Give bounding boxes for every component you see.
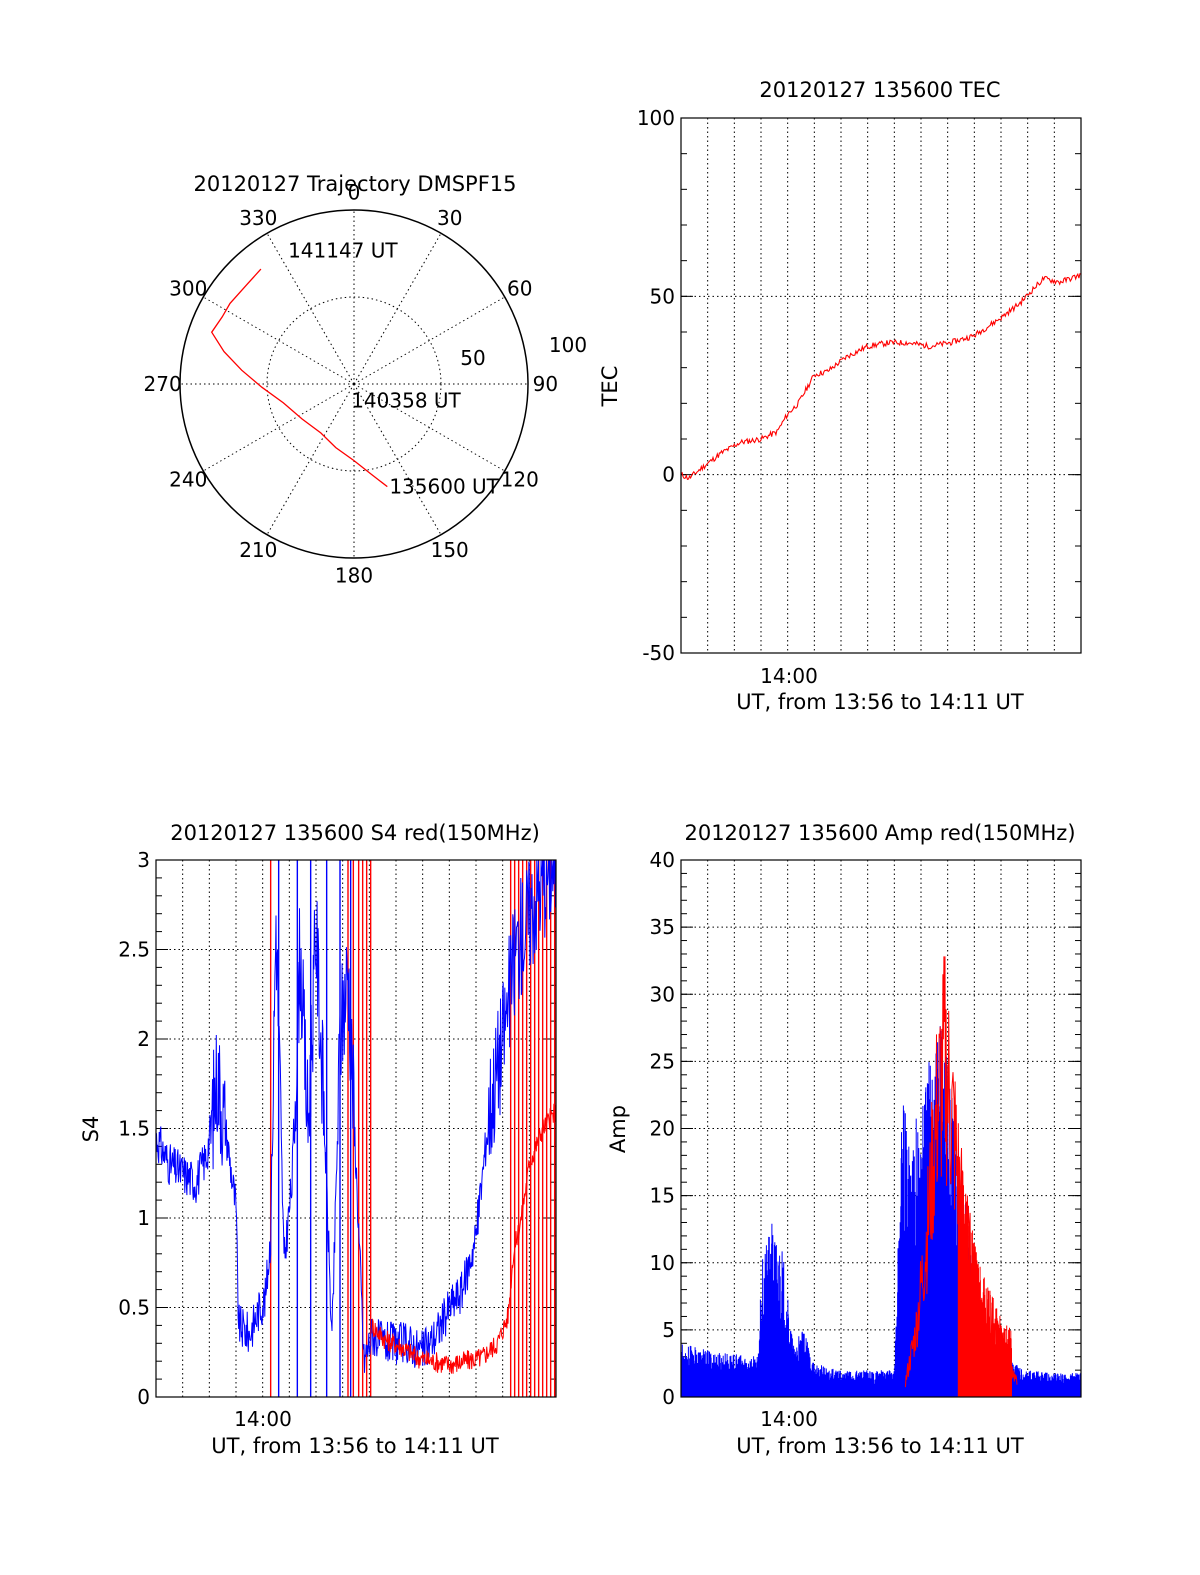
spoke-line: [353, 296, 505, 385]
outer-ring: [179, 209, 529, 559]
s4-x-axis-label: UT, from 13:56 to 14:11 UT: [211, 1434, 499, 1458]
y-tick-label: -50: [642, 641, 675, 665]
tec-x-axis-label: UT, from 13:56 to 14:11 UT: [736, 690, 1024, 714]
amp-y-axis-label: Amp: [606, 1105, 630, 1153]
amp-envelope: [680, 1026, 1082, 1397]
spoke-line: [203, 383, 355, 472]
y-tick-label: 1: [137, 1206, 150, 1230]
tec-series-line: [680, 272, 1081, 480]
amp-x-tick-label: 14:00: [760, 1407, 818, 1431]
azimuth-label: 300: [169, 276, 207, 300]
amp-panel: 20120127 135600 Amp red(150MHz) 0 5 10 15 20…: [606, 821, 1082, 1458]
y-tick-label: 30: [650, 982, 675, 1006]
amp-title: 20120127 135600 Amp red(150MHz): [684, 821, 1075, 845]
s4-series-line: [371, 1102, 557, 1374]
polar-grid: [179, 209, 529, 559]
y-tick-label: 0: [137, 1385, 150, 1409]
tec-y-ticks: -50 0 50 100: [637, 106, 675, 665]
azimuth-label: 90: [533, 372, 558, 396]
y-tick-label: 5: [662, 1318, 675, 1342]
amp-series-line: [904, 956, 1018, 1388]
y-tick-label: 15: [650, 1184, 675, 1208]
tec-grid: [681, 117, 1081, 654]
trajectory-time-labels: 141147 UT 140358 UT 135600 UT: [288, 239, 500, 499]
y-tick-label: 3: [137, 848, 150, 872]
amp-y-ticks: 0 5 10 15 20 25 30 35 40: [650, 848, 675, 1409]
radius-label: 50: [460, 346, 485, 370]
time-label: 140358 UT: [351, 389, 461, 413]
amp-plot-frame: [680, 859, 1082, 1398]
spoke-line: [353, 233, 442, 385]
tec-y-axis-label: TEC: [598, 366, 622, 408]
radius-label: 100: [549, 333, 587, 357]
tec-x-tick-label: 14:00: [760, 664, 818, 688]
spoke-line: [266, 383, 355, 535]
amp-envelope: [957, 1171, 1012, 1397]
amp-grid: [681, 859, 1081, 1398]
y-tick-label: 20: [650, 1117, 675, 1141]
y-tick-label: 10: [650, 1251, 675, 1275]
azimuth-label: 270: [144, 372, 182, 396]
trajectory-panel: 20120127 Trajectory DMSPF15 0 30 60 90 120 15…: [144, 172, 588, 587]
s4-plot-frame: [155, 859, 557, 1398]
s4-title: 20120127 135600 S4 red(150MHz): [170, 821, 540, 845]
s4-y-ticks: 0 0.5 1 1.5 2 2.5 3: [118, 848, 150, 1409]
time-label: 141147 UT: [288, 239, 398, 263]
azimuth-label: 180: [335, 563, 373, 587]
trajectory-line: [210, 268, 388, 488]
tec-plot-frame: [680, 117, 1082, 654]
s4-y-axis-label: S4: [79, 1116, 103, 1143]
time-label: 135600 UT: [389, 475, 499, 499]
azimuth-label: 30: [437, 206, 462, 230]
tec-panel: 20120127 135600 TEC -50 0 50 100 14:00 UT, …: [598, 78, 1082, 714]
y-tick-label: 50: [650, 284, 675, 308]
s4-x-tick-label: 14:00: [234, 1407, 292, 1431]
azimuth-labels: 0 30 60 90 120 150 180 210 240 270 300 330: [144, 181, 559, 588]
spoke-line: [353, 383, 505, 472]
y-tick-label: 40: [650, 848, 675, 872]
y-tick-label: 100: [637, 106, 675, 130]
s4-panel: 20120127 135600 S4 red(150MHz) 0 0.5 1 1.5 2…: [79, 821, 557, 1458]
y-tick-label: 2.5: [118, 938, 150, 962]
azimuth-label: 150: [431, 538, 469, 562]
azimuth-label: 210: [239, 538, 277, 562]
spoke-line: [203, 296, 355, 385]
y-tick-label: 25: [650, 1049, 675, 1073]
spoke-line: [353, 383, 442, 535]
azimuth-label: 120: [501, 468, 539, 492]
tec-series: [680, 272, 1081, 480]
azimuth-label: 0: [348, 181, 361, 205]
trajectory-title: 20120127 Trajectory DMSPF15: [193, 172, 516, 196]
y-tick-label: 0.5: [118, 1296, 150, 1320]
s4-series-line: [155, 859, 557, 1373]
tec-title: 20120127 135600 TEC: [759, 78, 1000, 102]
s4-series: [155, 859, 557, 1397]
azimuth-label: 60: [507, 276, 532, 300]
y-tick-label: 0: [662, 463, 675, 487]
radius-labels: 50 100: [460, 333, 587, 370]
y-tick-label: 35: [650, 915, 675, 939]
y-tick-label: 1.5: [118, 1117, 150, 1141]
y-tick-label: 2: [137, 1027, 150, 1051]
s4-grid: [156, 859, 556, 1398]
amp-series: [680, 956, 1082, 1397]
azimuth-label: 330: [239, 206, 277, 230]
amp-x-axis-label: UT, from 13:56 to 14:11 UT: [736, 1434, 1024, 1458]
y-tick-label: 0: [662, 1385, 675, 1409]
azimuth-label: 240: [169, 468, 207, 492]
spoke-line: [266, 233, 355, 385]
